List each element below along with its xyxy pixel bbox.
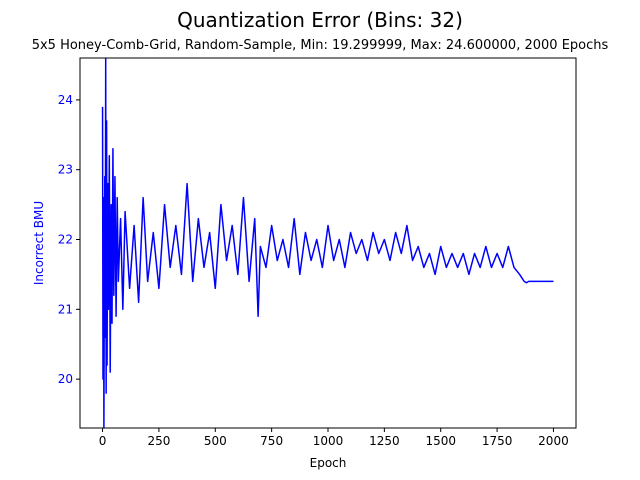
- x-tick-label: 2000: [538, 434, 569, 448]
- x-tick-label: 1750: [482, 434, 513, 448]
- y-tick-label: 20: [58, 372, 73, 386]
- chart-title: Quantization Error (Bins: 32): [177, 8, 463, 32]
- x-tick-label: 0: [99, 434, 107, 448]
- x-tick-label: 750: [260, 434, 283, 448]
- x-tick-label: 250: [147, 434, 170, 448]
- x-axis-label: Epoch: [310, 456, 347, 470]
- y-tick-label: 21: [58, 302, 73, 316]
- y-tick-label: 24: [58, 93, 73, 107]
- x-tick-label: 1500: [425, 434, 456, 448]
- series-line-0: [101, 58, 554, 428]
- x-axis: 0 250 500 750 1000 1250 1500 1750 2000: [99, 428, 569, 448]
- y-axis: 20 21 22 23 24: [58, 93, 80, 386]
- x-tick-label: 1000: [313, 434, 344, 448]
- y-tick-label: 22: [58, 233, 73, 247]
- x-tick-label: 1250: [369, 434, 400, 448]
- x-tick-label: 500: [204, 434, 227, 448]
- y-tick-label: 23: [58, 163, 73, 177]
- y-axis-label: Incorrect BMU: [32, 201, 46, 285]
- chart-subtitle: 5x5 Honey-Comb-Grid, Random-Sample, Min:…: [32, 38, 609, 53]
- plot-area: [101, 58, 554, 428]
